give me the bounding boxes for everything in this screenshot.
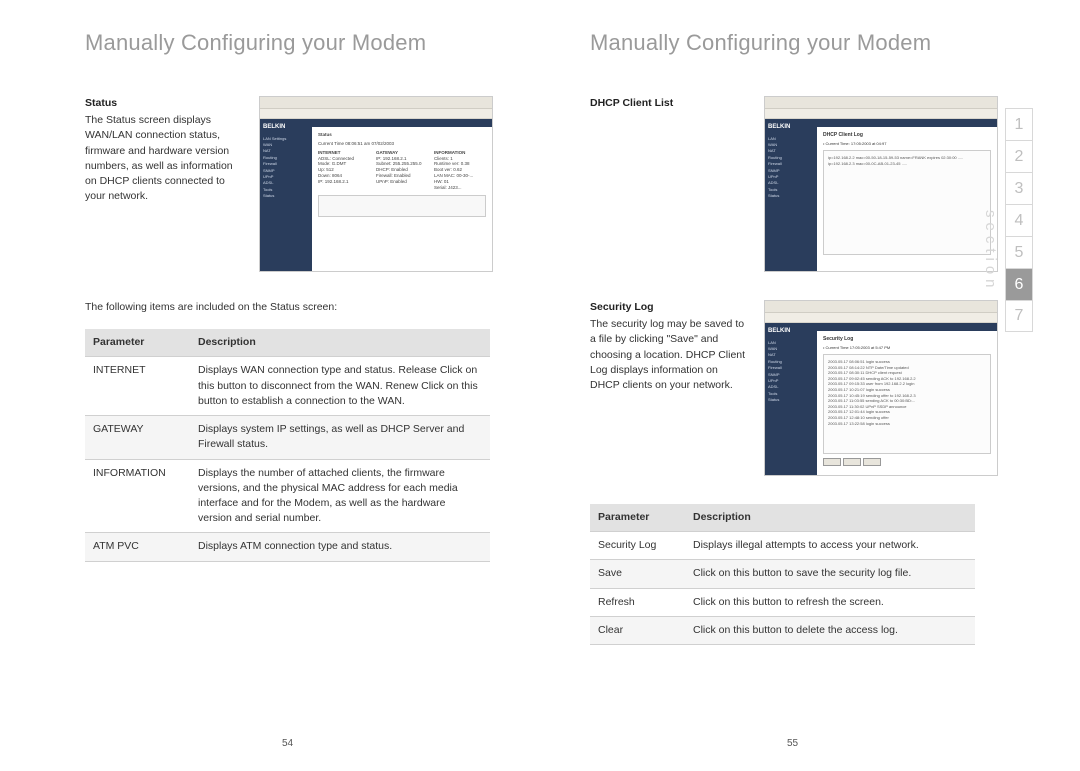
screenshot-logo: BELKIN: [263, 123, 309, 133]
th-parameter: Parameter: [590, 504, 685, 532]
nav-item-4[interactable]: 4: [1005, 204, 1033, 236]
nav-item-5[interactable]: 5: [1005, 236, 1033, 268]
dhcp-section: DHCP Client List BELKIN LANWANNATRouting…: [590, 96, 975, 272]
security-text: Security Log The security log may be sav…: [590, 300, 750, 476]
security-table: Parameter Description Security LogDispla…: [590, 504, 975, 645]
th-description: Description: [685, 504, 975, 532]
security-body: The security log may be saved to a file …: [590, 317, 750, 393]
status-screenshot: BELKIN LAN SettingsWANNATRoutingFirewall…: [259, 96, 493, 272]
nav-item-3[interactable]: 3: [1005, 172, 1033, 204]
dhcp-screenshot: BELKIN LANWANNATRoutingFirewallSNMPUPnPA…: [764, 96, 998, 272]
table-row: SaveClick on this button to save the sec…: [590, 560, 975, 588]
status-table: Parameter Description INTERNETDisplays W…: [85, 329, 490, 561]
left-content: Status The Status screen displays WAN/LA…: [35, 96, 540, 562]
dhcp-text: DHCP Client List: [590, 96, 750, 272]
security-section: Security Log The security log may be sav…: [590, 300, 975, 476]
table-row: ClearClick on this button to delete the …: [590, 616, 975, 644]
table-row: RefreshClick on this button to refresh t…: [590, 588, 975, 616]
status-text: Status The Status screen displays WAN/LA…: [85, 96, 245, 272]
status-section: Status The Status screen displays WAN/LA…: [85, 96, 490, 272]
page-title-right: Manually Configuring your Modem: [540, 30, 1045, 56]
nav-item-2[interactable]: 2: [1005, 140, 1033, 172]
right-content: DHCP Client List BELKIN LANWANNATRouting…: [540, 96, 1045, 645]
table-row: GATEWAYDisplays system IP settings, as w…: [85, 416, 490, 459]
security-screenshot: BELKIN LANWANNATRoutingFirewallSNMPUPnPA…: [764, 300, 998, 476]
nav-item-6[interactable]: 6: [1005, 268, 1033, 300]
page-number-right: 55: [787, 738, 798, 749]
dhcp-heading: DHCP Client List: [590, 96, 750, 111]
page-title-left: Manually Configuring your Modem: [35, 30, 540, 56]
nav-item-7[interactable]: 7: [1005, 300, 1033, 332]
status-intro: The following items are included on the …: [85, 300, 490, 315]
status-heading: Status: [85, 96, 245, 111]
table-row: INTERNETDisplays WAN connection type and…: [85, 357, 490, 416]
th-description: Description: [190, 329, 490, 357]
status-body: The Status screen displays WAN/LAN conne…: [85, 113, 245, 204]
th-parameter: Parameter: [85, 329, 190, 357]
nav-item-1[interactable]: 1: [1005, 108, 1033, 140]
section-label: section: [982, 210, 999, 293]
ss-sidebar-lines: LAN SettingsWANNATRoutingFirewallSNMPUPn…: [263, 136, 309, 200]
section-nav: 1 2 3 4 5 6 7: [1005, 108, 1033, 332]
table-row: ATM PVCDisplays ATM connection type and …: [85, 533, 490, 561]
table-row: INFORMATIONDisplays the number of attach…: [85, 459, 490, 533]
page-number-left: 54: [282, 738, 293, 749]
table-row: Security LogDisplays illegal attempts to…: [590, 532, 975, 560]
page-left: Manually Configuring your Modem Status T…: [35, 0, 540, 771]
security-heading: Security Log: [590, 300, 750, 315]
page-right: Manually Configuring your Modem DHCP Cli…: [540, 0, 1045, 771]
